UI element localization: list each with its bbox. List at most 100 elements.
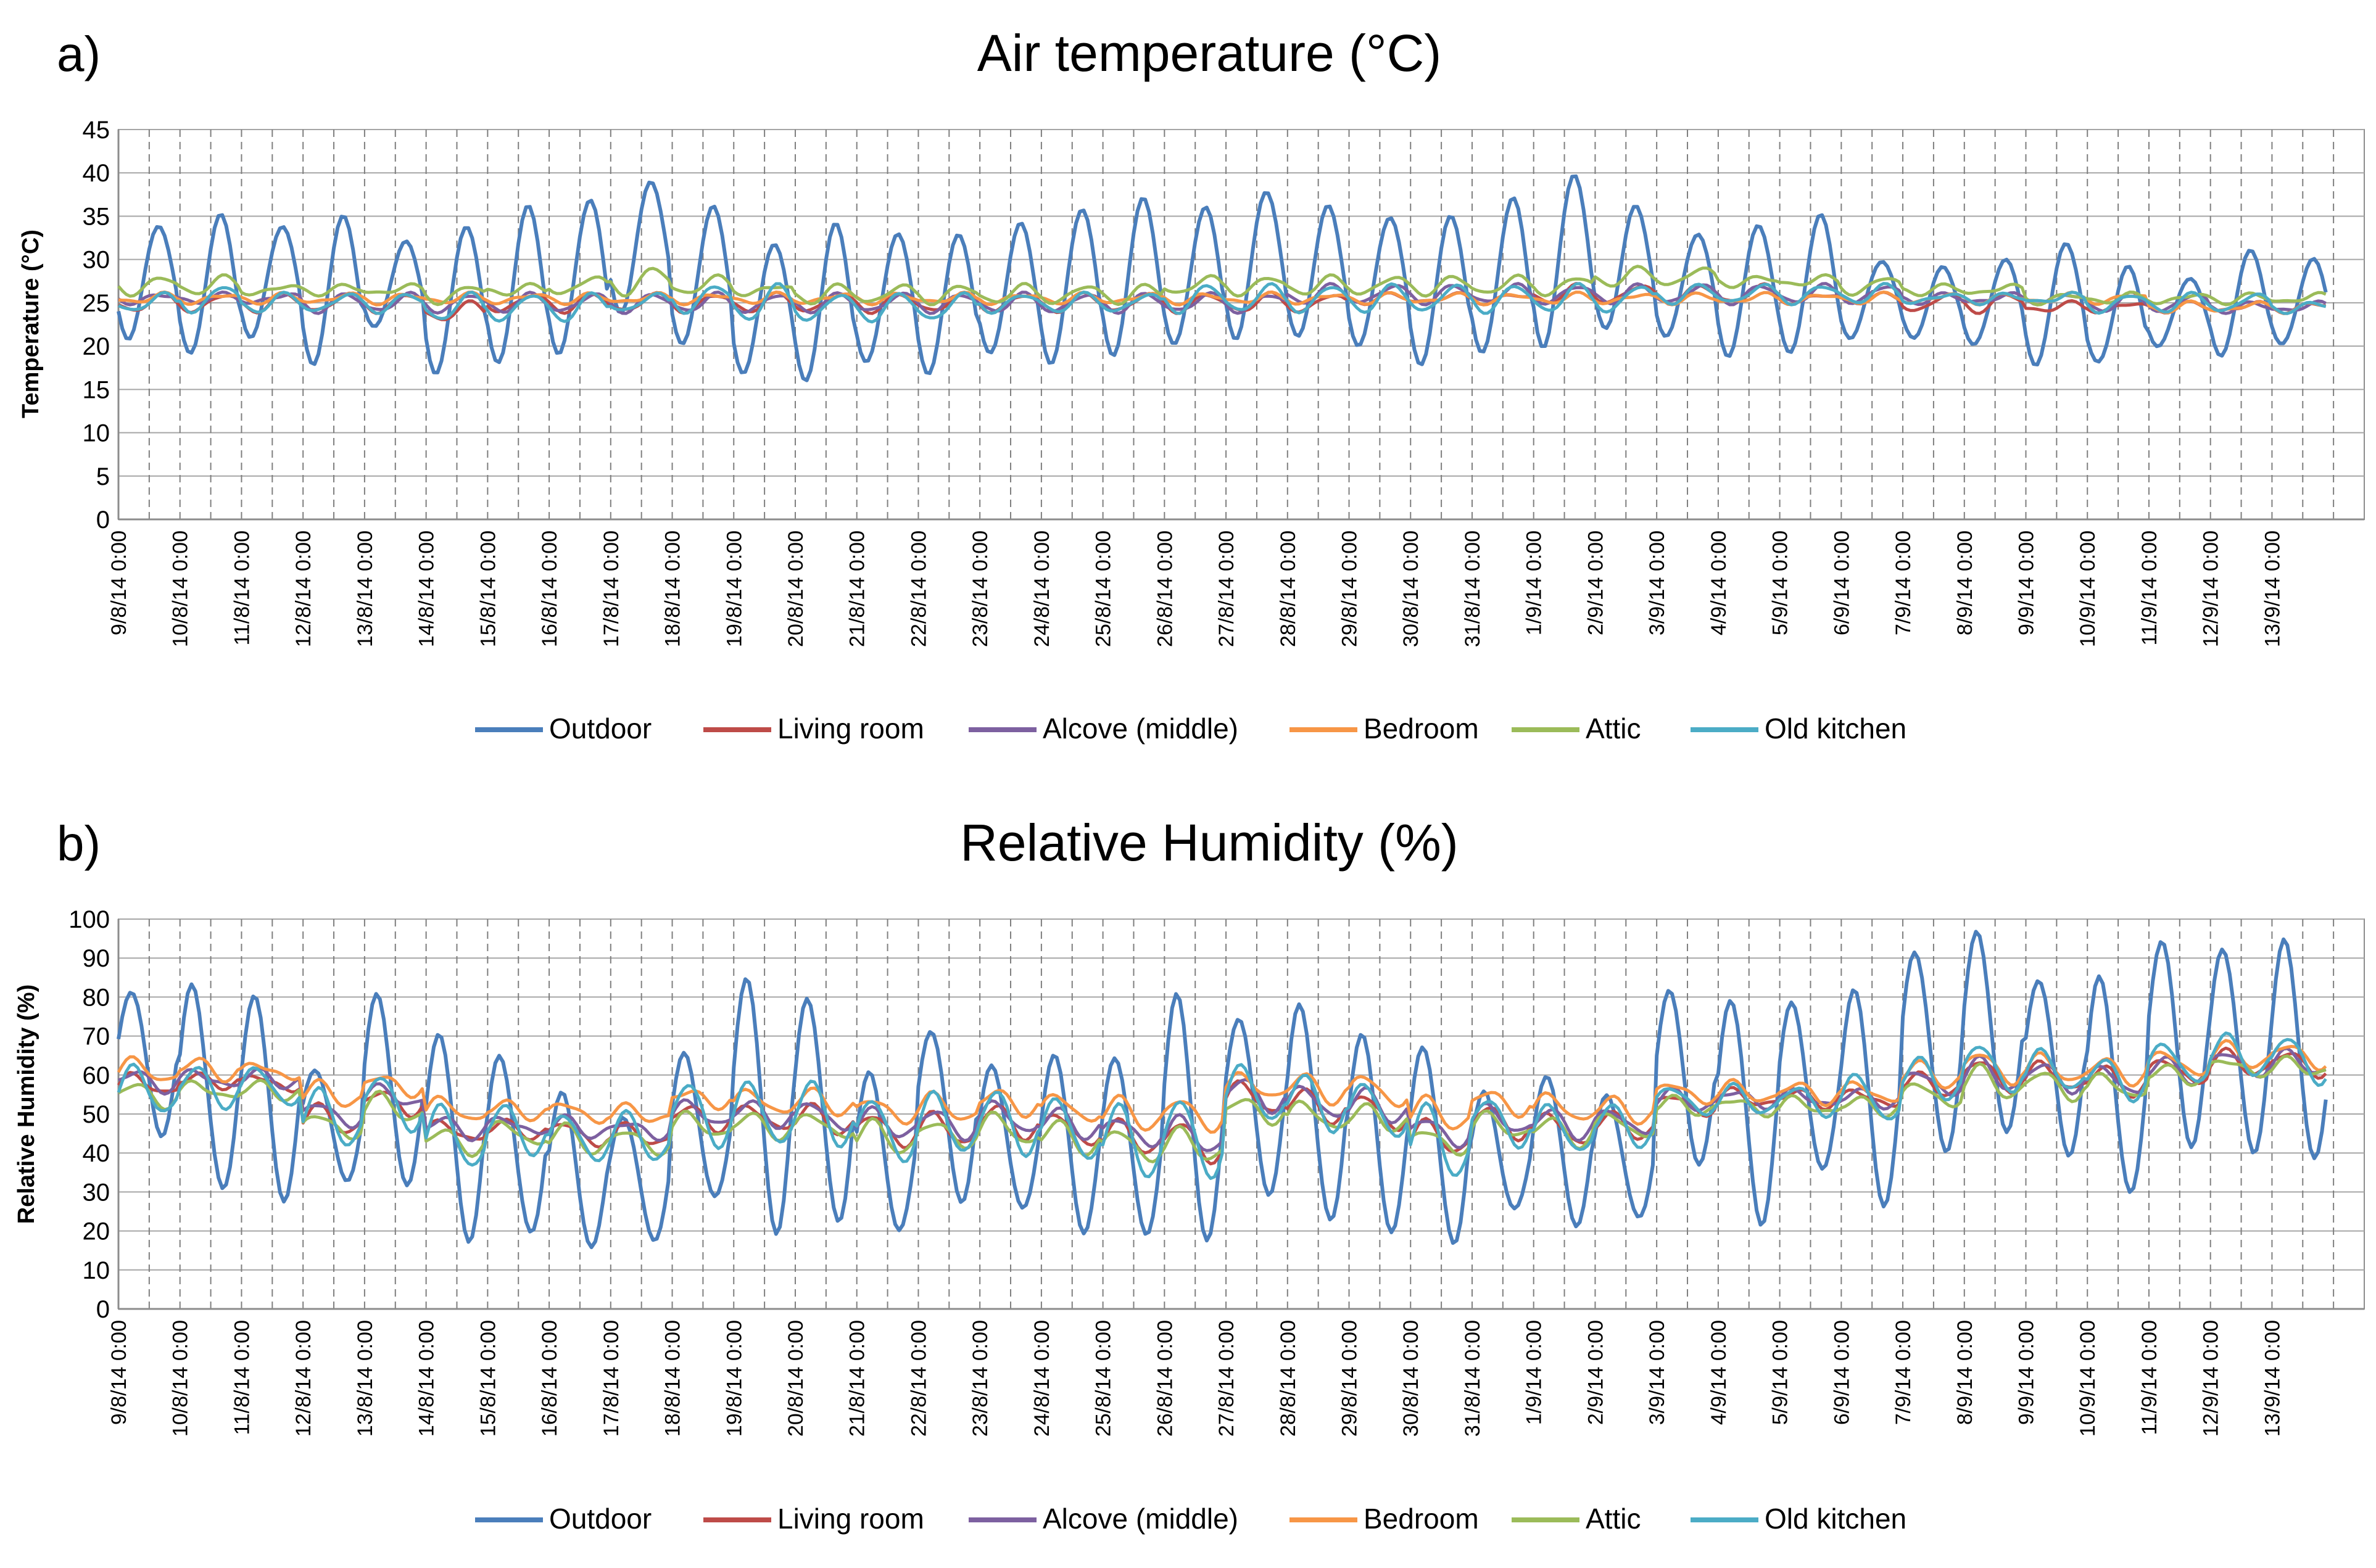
temperature-x-tick-label: 22/8/14 0:00 [907,530,930,647]
humidity-legend-label-attic: Attic [1586,1503,1641,1535]
humidity-x-tick-label: 22/8/14 0:00 [907,1320,930,1437]
humidity-x-tick-label: 13/8/14 0:00 [354,1320,377,1437]
temperature-y-tick-label: 10 [83,420,110,447]
temperature-x-tick-label: 17/8/14 0:00 [600,530,623,647]
temperature-x-tick-label: 25/8/14 0:00 [1092,530,1116,647]
humidity-x-tick-label: 12/9/14 0:00 [2200,1320,2223,1437]
temperature-x-tick-label: 12/8/14 0:00 [292,530,315,647]
humidity-x-tick-label: 12/8/14 0:00 [292,1320,315,1437]
temperature-x-tick-label: 26/8/14 0:00 [1153,530,1177,647]
humidity-x-tick-label: 17/8/14 0:00 [600,1320,623,1437]
humidity-x-tick-label: 10/8/14 0:00 [169,1320,192,1437]
temperature-y-tick-label: 30 [83,247,110,274]
temperature-series-outdoor [117,174,2328,382]
panel-a-letter: a) [57,27,101,81]
humidity-y-tick-label: 60 [83,1062,110,1089]
humidity-y-tick-label: 100 [68,906,110,933]
humidity-chart: b) Relative Humidity (%) Relative Humidi… [14,814,2365,1535]
humidity-x-tick-label: 3/9/14 0:00 [1645,1320,1669,1425]
temperature-x-tick-label: 12/9/14 0:00 [2200,530,2223,647]
temperature-legend-label-living-room: Living room [777,712,924,745]
humidity-x-tick-label: 9/9/14 0:00 [2015,1320,2039,1425]
humidity-legend: Outdoor Living room Alcove (middle) Bedroom… [475,1503,1906,1535]
temperature-x-tick-label: 18/8/14 0:00 [661,530,685,647]
humidity-y-tick-label: 0 [96,1296,110,1323]
temperature-x-tick-label: 14/8/14 0:00 [415,530,439,647]
humidity-x-tick-label: 8/9/14 0:00 [1953,1320,1977,1425]
temperature-x-tick-label: 10/9/14 0:00 [2076,530,2100,647]
temperature-chart-title: Air temperature (°C) [977,24,1441,82]
temperature-x-tick-label: 2/9/14 0:00 [1584,530,1607,635]
humidity-x-tick-label: 1/9/14 0:00 [1523,1320,1546,1425]
temperature-x-tick-label: 20/8/14 0:00 [784,530,808,647]
temperature-x-tick-label: 13/9/14 0:00 [2261,530,2284,647]
humidity-plot-area: 0 10 20 30 40 50 60 70 80 90 100 9/8/14 0:00 10/8/14… [68,906,2365,1437]
humidity-x-tick-label: 16/8/14 0:00 [538,1320,561,1437]
temperature-x-tick-label: 3/9/14 0:00 [1645,530,1669,635]
temperature-x-tick-label: 9/9/14 0:00 [2015,530,2039,635]
temperature-legend: Outdoor Living room Alcove (middle) Bedroom… [475,712,1906,745]
temperature-x-tick-label: 16/8/14 0:00 [538,530,561,647]
humidity-x-tick-label: 14/8/14 0:00 [415,1320,439,1437]
humidity-y-tick-label: 10 [83,1257,110,1284]
humidity-y-tick-label: 70 [83,1023,110,1050]
humidity-legend-label-old-kitchen: Old kitchen [1765,1503,1906,1535]
temperature-x-tick-label: 11/9/14 0:00 [2138,530,2161,646]
temperature-y-tick-label: 35 [83,203,110,230]
humidity-x-tick-label: 6/9/14 0:00 [1830,1320,1853,1425]
humidity-legend-label-living-room: Living room [777,1503,924,1535]
temperature-y-tick-label: 5 [96,463,110,490]
humidity-chart-title: Relative Humidity (%) [960,814,1459,872]
temperature-y-tick-label: 40 [83,160,110,187]
humidity-y-tick-label: 40 [83,1140,110,1167]
humidity-x-tick-label: 26/8/14 0:00 [1153,1320,1177,1437]
temperature-x-tick-label: 31/8/14 0:00 [1461,530,1484,647]
temperature-y-tick-label: 20 [83,333,110,360]
temperature-legend-label-alcove-middle: Alcove (middle) [1043,712,1238,745]
humidity-x-tick-label: 4/9/14 0:00 [1707,1320,1731,1425]
temperature-y-tick-label: 45 [83,117,110,144]
humidity-x-tick-label: 24/8/14 0:00 [1030,1320,1054,1437]
humidity-x-tick-label: 21/8/14 0:00 [846,1320,869,1437]
temperature-x-tick-label: 1/9/14 0:00 [1523,530,1546,635]
humidity-x-tick-label: 10/9/14 0:00 [2076,1320,2100,1437]
temperature-legend-label-old-kitchen: Old kitchen [1765,712,1906,745]
humidity-x-tick-label: 11/8/14 0:00 [230,1320,254,1435]
humidity-legend-label-bedroom: Bedroom [1364,1503,1479,1535]
humidity-x-tick-label: 30/8/14 0:00 [1399,1320,1423,1437]
humidity-y-tick-label: 90 [83,945,110,972]
humidity-x-tick-label: 2/9/14 0:00 [1584,1320,1607,1425]
temperature-x-tick-label: 4/9/14 0:00 [1707,530,1731,635]
temperature-x-tick-label: 19/8/14 0:00 [722,530,746,647]
humidity-x-tick-label: 7/9/14 0:00 [1892,1320,1915,1425]
humidity-x-tick-label: 20/8/14 0:00 [784,1320,808,1437]
temperature-y-axis-label: Temperature (°C) [18,229,44,418]
humidity-x-tick-label: 9/8/14 0:00 [107,1320,131,1425]
humidity-x-tick-label: 31/8/14 0:00 [1461,1320,1484,1437]
humidity-x-tick-label: 15/8/14 0:00 [476,1320,500,1437]
temperature-legend-label-outdoor: Outdoor [549,712,652,745]
temperature-x-tick-label: 29/8/14 0:00 [1338,530,1362,647]
temperature-y-tick-label: 0 [96,506,110,534]
temperature-x-tick-label: 8/9/14 0:00 [1953,530,1977,635]
humidity-legend-label-outdoor: Outdoor [549,1503,652,1535]
humidity-x-tick-label: 23/8/14 0:00 [969,1320,992,1437]
temperature-chart: a) Air temperature (°C) Temperature (°C)… [18,24,2365,745]
temperature-x-tick-label: 24/8/14 0:00 [1030,530,1054,647]
temperature-x-tick-label: 9/8/14 0:00 [107,530,131,635]
humidity-x-tick-label: 27/8/14 0:00 [1215,1320,1238,1437]
temperature-x-tick-label: 13/8/14 0:00 [354,530,377,647]
humidity-x-tick-label: 28/8/14 0:00 [1277,1320,1300,1437]
humidity-y-tick-label: 80 [83,984,110,1011]
humidity-x-tick-label: 19/8/14 0:00 [722,1320,746,1437]
humidity-y-axis-label: Relative Humidity (%) [14,984,39,1224]
temperature-series-old-kitchen [117,282,2327,324]
humidity-y-tick-label: 20 [83,1218,110,1245]
temperature-x-tick-label: 30/8/14 0:00 [1399,530,1423,647]
humidity-x-tick-label: 13/9/14 0:00 [2261,1320,2284,1437]
temperature-x-tick-label: 28/8/14 0:00 [1277,530,1300,647]
humidity-x-tick-label: 18/8/14 0:00 [661,1320,685,1437]
humidity-x-tick-label: 29/8/14 0:00 [1338,1320,1362,1437]
humidity-series-bedroom [117,1039,2327,1134]
